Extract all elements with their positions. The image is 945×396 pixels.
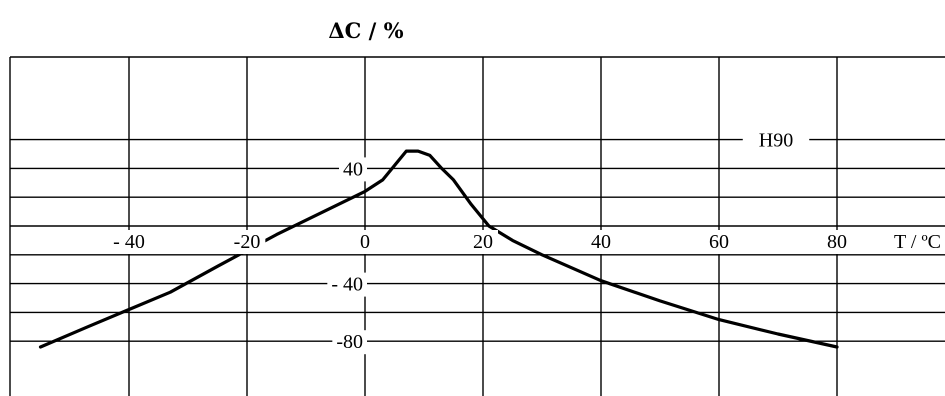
x-tick-label-bg xyxy=(468,230,498,254)
x-tick-label: 80 xyxy=(827,231,847,253)
chart-title: ΔC / % xyxy=(328,18,403,43)
x-tick-label: -20 xyxy=(234,231,261,253)
y-tick-label-bg xyxy=(339,157,367,182)
grid-layer xyxy=(9,56,945,396)
series-line xyxy=(38,149,839,349)
y-tick-label-bg xyxy=(327,272,367,297)
x-tick-label-bg xyxy=(586,230,616,254)
x-tick-label: 0 xyxy=(360,231,370,253)
x-axis-label-bg xyxy=(890,230,945,254)
x-tick-label: - 40 xyxy=(113,231,145,253)
y-tick-label: 40 xyxy=(343,158,363,180)
y-tick-label-bg xyxy=(332,330,367,355)
x-tick-label-bg xyxy=(108,230,150,254)
legend-label: H90 xyxy=(759,130,793,152)
mask-layer xyxy=(108,128,945,355)
x-tick-label: 60 xyxy=(709,231,729,253)
x-tick-label: 40 xyxy=(591,231,611,253)
x-tick-label-bg xyxy=(355,230,375,254)
x-tick-label-bg xyxy=(822,230,852,254)
x-axis-label: T / ºC xyxy=(894,231,941,253)
x-tick-label-bg xyxy=(228,230,266,254)
legend-label-bg xyxy=(742,128,810,153)
y-tick-label: -80 xyxy=(336,331,363,353)
curve-layer xyxy=(38,149,839,349)
x-tick-label-bg xyxy=(704,230,734,254)
label-layer: - 40 -20 0 20 40 60 80 40 - 40 -80 T / ºC H90 ΔC / % xyxy=(113,18,941,353)
y-tick-label: - 40 xyxy=(331,274,363,296)
x-tick-label: 20 xyxy=(473,231,493,253)
